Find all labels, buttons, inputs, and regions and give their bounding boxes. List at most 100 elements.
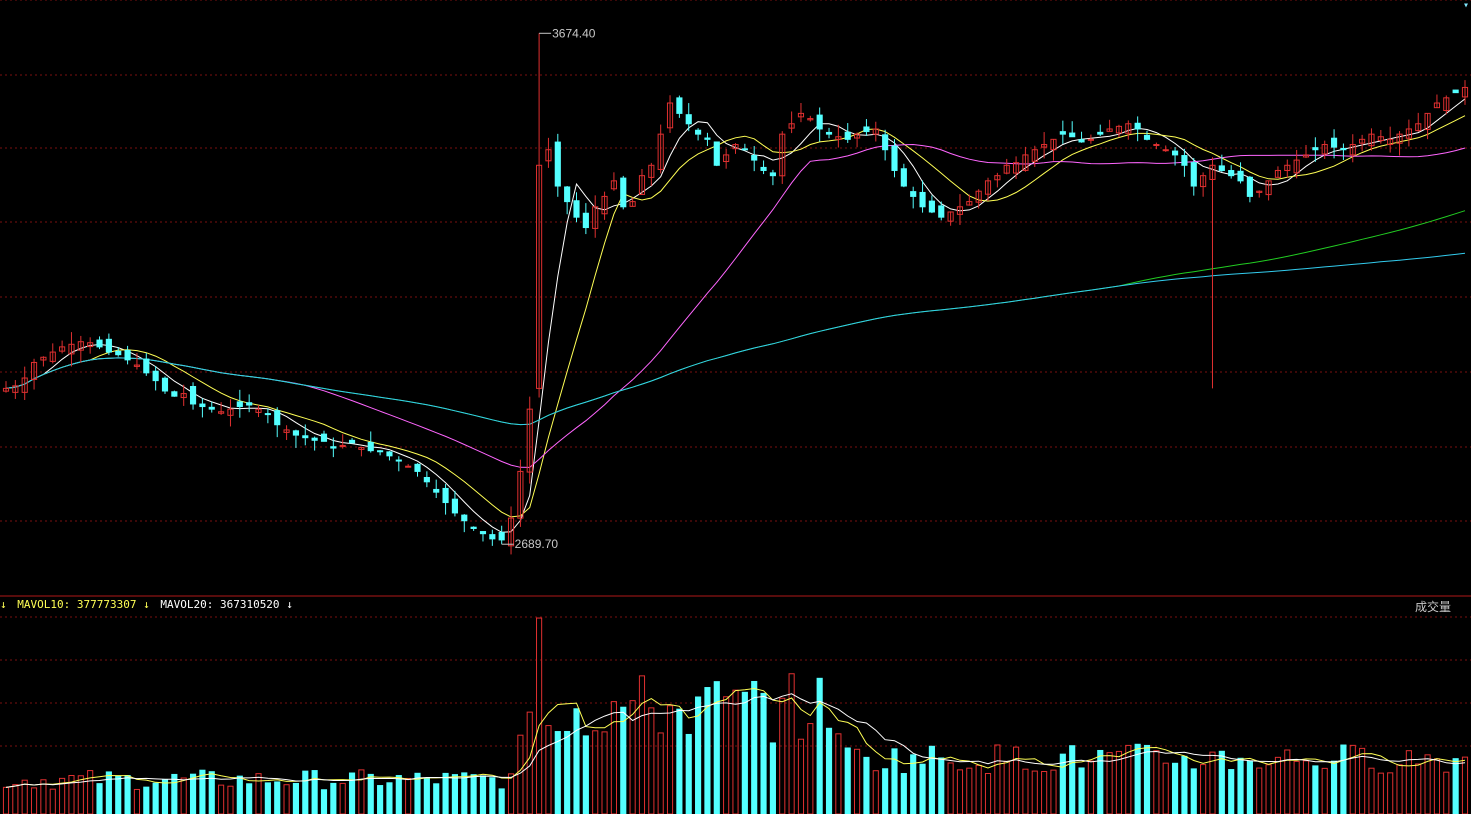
candle-body	[330, 446, 337, 449]
candle-body	[1349, 144, 1356, 156]
volume-bar	[779, 697, 786, 814]
volume-bar	[470, 774, 477, 814]
candle-body	[143, 358, 150, 374]
candle-body	[367, 441, 374, 452]
price-moving-averages	[5, 98, 1466, 533]
candle-body	[863, 126, 870, 133]
volume-bar	[1302, 760, 1310, 814]
volume-bar	[1293, 760, 1300, 814]
volume-bar	[1330, 760, 1338, 814]
candle-body	[1415, 123, 1422, 132]
candle-body	[461, 514, 468, 522]
candle-body	[601, 195, 608, 215]
volume-bar	[1003, 760, 1010, 814]
candle-body	[1246, 176, 1253, 197]
volume-bar	[554, 731, 561, 814]
volume-bar	[1013, 746, 1020, 814]
volume-bar	[87, 770, 94, 814]
volume-bar	[1041, 771, 1048, 814]
mavol20-arrow-icon: ↓	[286, 598, 293, 611]
volume-bars	[2, 617, 1469, 814]
candle-body	[629, 201, 636, 207]
volume-bar	[769, 742, 776, 814]
volume-bar	[302, 770, 309, 814]
candle-body	[900, 168, 907, 187]
volume-bar	[1171, 762, 1179, 814]
candle-body	[695, 129, 702, 135]
candle-body	[1321, 144, 1328, 155]
candle-body	[40, 356, 47, 361]
volume-bar	[1321, 767, 1328, 814]
volume-bar	[358, 769, 365, 814]
candle-body	[1377, 136, 1384, 142]
volume-bar	[451, 774, 458, 814]
volume-bar	[1424, 754, 1431, 814]
candle-body	[12, 385, 19, 393]
volume-bar	[928, 745, 935, 814]
candle-body	[386, 451, 393, 457]
volume-bar	[49, 788, 56, 814]
mavol-arrow-icon: ↓	[0, 598, 7, 611]
volume-bar	[825, 727, 833, 814]
candle-body	[498, 532, 505, 541]
candle-body	[1228, 170, 1235, 177]
volume-bar	[1265, 764, 1272, 814]
candle-body	[975, 190, 982, 203]
candle-body	[320, 433, 328, 442]
volume-bar	[582, 735, 589, 814]
candle-body	[854, 133, 861, 139]
high-price-label: 3674.40	[552, 26, 596, 40]
volume-bar	[704, 687, 711, 814]
candle-body	[87, 342, 94, 348]
volume-bar	[1125, 744, 1132, 814]
volume-bar	[1443, 771, 1450, 814]
volume-bar	[1415, 763, 1422, 814]
volume-bar	[348, 772, 356, 814]
volume-bar	[227, 785, 234, 814]
volume-ma-line	[5, 693, 1466, 788]
candle-body	[1097, 131, 1104, 135]
volume-bar	[1452, 758, 1459, 814]
candle-body	[1368, 133, 1375, 147]
candle-body	[1330, 137, 1338, 148]
volume-bar	[152, 782, 159, 814]
candle-body	[517, 470, 524, 519]
volume-bar	[161, 779, 169, 814]
mavol10-arrow-icon: ↓	[143, 598, 150, 611]
volume-bar	[171, 773, 178, 814]
volume-bar	[442, 772, 449, 814]
volume-bar	[994, 744, 1001, 814]
candle-body	[1396, 133, 1403, 144]
volume-bar	[1387, 772, 1394, 814]
candle-body	[218, 411, 225, 414]
volume-bar	[620, 706, 627, 814]
candle-body	[891, 145, 898, 171]
volume-bar	[292, 782, 300, 814]
candle-body	[283, 429, 290, 433]
candle-body	[1340, 147, 1347, 151]
candle-body	[1190, 162, 1197, 187]
candle-body	[1031, 149, 1038, 162]
candle-body	[358, 447, 365, 450]
volume-bar	[844, 747, 851, 814]
volume-bar	[984, 772, 992, 814]
volume-bar	[40, 779, 47, 814]
scroll-arrow-icon[interactable]: ▾	[1462, 0, 1469, 11]
volume-bar	[695, 696, 702, 814]
candle-body	[723, 154, 730, 163]
candle-body	[966, 201, 973, 206]
candle-body	[984, 180, 992, 195]
candle-body	[2, 387, 10, 392]
volume-bar	[507, 773, 515, 814]
volume-bar	[2, 786, 10, 814]
candle-body	[956, 206, 964, 215]
volume-bar	[666, 705, 674, 814]
volume-bar	[1050, 769, 1057, 814]
candle-body	[105, 338, 112, 353]
volume-bar	[1200, 764, 1207, 814]
candle-body	[582, 212, 589, 229]
volume-bar	[938, 757, 945, 814]
volume-bar	[1106, 752, 1113, 814]
candle-body	[1050, 138, 1057, 151]
candle-body	[797, 112, 805, 118]
